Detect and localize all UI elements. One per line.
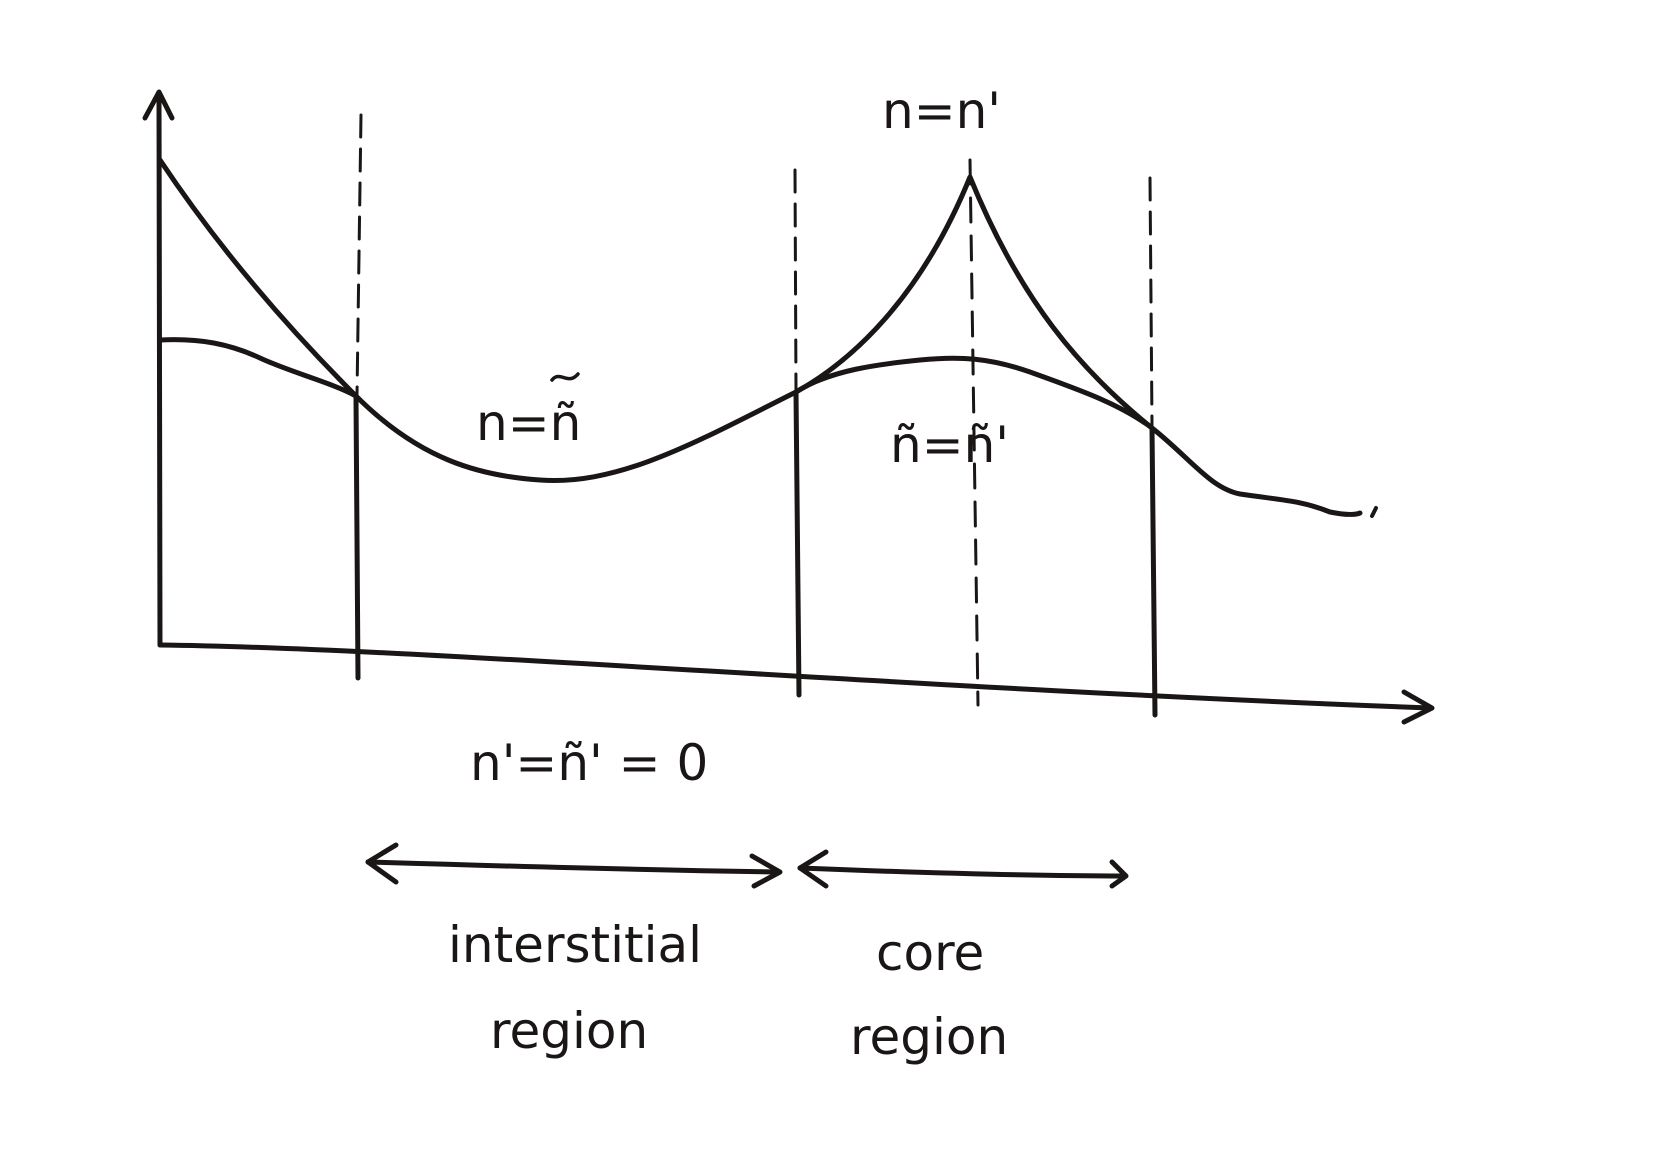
dashed-line-1 [355, 113, 363, 397]
core-left-arrowhead [797, 849, 829, 889]
interstitial-double-arrow [365, 859, 781, 875]
y-axis [156, 92, 163, 648]
interstitial-right-arrowhead [749, 853, 783, 889]
x-axis-arrowhead [1401, 689, 1435, 725]
boundary-condition-label: n'=ñ' = 0 [470, 734, 708, 792]
smooth-density-curve-core [793, 355, 1363, 517]
region-arrows [365, 842, 1129, 889]
interstitial-relation-label: n=ñ [476, 394, 581, 452]
axes [142, 89, 1435, 725]
curves [157, 157, 1378, 518]
dashed-line-peak [968, 158, 980, 707]
interstitial-left-arrowhead [365, 842, 399, 885]
solid-line-1 [353, 395, 361, 681]
core-right-arrowhead [1109, 859, 1129, 889]
boundary-solid-lines [353, 389, 1158, 718]
true-density-curve [157, 157, 1155, 484]
smooth-density-curve [157, 337, 359, 399]
solid-line-2 [793, 389, 802, 698]
core-region-label-line2: region [850, 1008, 1008, 1066]
boundary-dashed-lines [355, 113, 1154, 707]
dashed-line-3 [1148, 176, 1154, 427]
core-region-label-line1: core [876, 924, 984, 982]
smooth-density-tail-mark [1370, 506, 1378, 518]
interstitial-region-label-line1: interstitial [448, 916, 702, 974]
core-relation-label: ñ=ñ' [890, 416, 1009, 474]
tilde-mark-interstitial [550, 372, 580, 382]
x-axis [157, 642, 1433, 711]
interstitial-region-label-line2: region [490, 1002, 648, 1060]
labels: n=n' n=ñ ñ=ñ' n'=ñ' = 0 interstitial reg… [448, 82, 1009, 1066]
core-double-arrow [797, 865, 1127, 879]
peak-label: n=n' [882, 82, 1001, 140]
solid-line-3 [1149, 425, 1158, 718]
y-axis-arrowhead [142, 89, 175, 121]
dashed-line-2 [793, 168, 798, 394]
